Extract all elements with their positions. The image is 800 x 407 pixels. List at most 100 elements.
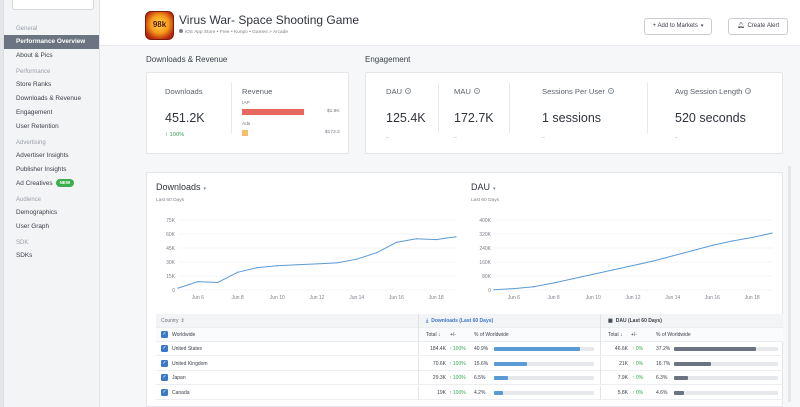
downloads-revenue-card: Downloads 451.2K ↑ 100% Revenue IAP $1.8…: [146, 72, 349, 154]
info-icon[interactable]: ?: [473, 88, 480, 94]
country-header[interactable]: Country ⇕: [161, 314, 185, 328]
y-tick-label: 0: [172, 288, 175, 294]
table-row[interactable]: ✓ United States 184.4K ↑ 100% 40.9% 46.6K ↑ 0%…: [156, 342, 783, 356]
info-icon[interactable]: ?: [745, 88, 752, 94]
divider: [600, 356, 601, 371]
x-tick-label: Jun 14: [665, 295, 680, 301]
sidebar-item-demographics[interactable]: Demographics: [16, 209, 58, 216]
row-checkbox[interactable]: ✓: [161, 359, 168, 367]
sidebar-item-publisher-insights[interactable]: Publisher Insights: [16, 166, 67, 173]
dau-column-header[interactable]: ▦ DAU (Last 60 Days): [608, 314, 662, 328]
divider: [418, 328, 419, 342]
y-tick-label: 60K: [166, 232, 176, 238]
table-row[interactable]: ✓ Japan 29.3K ↑ 100% 6.5% 7.9K ↑ 0% 6.3%: [156, 371, 783, 385]
sidebar-item-engagement[interactable]: Engagement: [16, 109, 53, 116]
sidebar-section-general: General: [16, 26, 38, 32]
sidebar-item-performance-overview[interactable]: Performance Overview: [4, 35, 99, 49]
sidebar-section-sdk: SDK: [16, 240, 29, 246]
dau-change-header[interactable]: +/-: [631, 332, 637, 338]
sidebar-item-about-pics[interactable]: About & Pics: [16, 52, 53, 59]
downloads-column-header[interactable]: ⤓ Downloads (Last 60 Days): [426, 314, 493, 328]
table-row[interactable]: ✓ United Kingdom 70.6K ↑ 100% 15.6% 21K ↑ 0% 16…: [156, 356, 783, 371]
dau-pct: 16.7%: [656, 360, 671, 367]
dl-change: ↑ 100%: [449, 375, 466, 381]
window-edge: [0, 0, 4, 407]
sidebar-search-box[interactable]: [12, 0, 94, 10]
dau-change: ↑ 0%: [632, 360, 644, 367]
row-checkbox[interactable]: ✓: [161, 345, 168, 352]
dl-pct-header[interactable]: % of Worldwide: [474, 332, 509, 338]
dl-pct: 40.9%: [474, 346, 489, 352]
dau-share-fill: [674, 347, 756, 351]
x-tick-label: Jun 16: [389, 295, 404, 301]
divider: [600, 385, 601, 400]
country-name: Canada: [172, 389, 190, 396]
x-tick-label: Jun 14: [349, 295, 364, 301]
x-tick-label: Jun 8: [231, 295, 243, 301]
data-point: [197, 281, 199, 283]
mau-label-text: MAU: [454, 87, 471, 96]
row-checkbox[interactable]: ✓: [161, 388, 168, 396]
chevron-down-icon: ▾: [700, 23, 704, 29]
avg-session-sub: –: [675, 135, 678, 141]
dau-chart-title[interactable]: DAU ▾: [471, 182, 496, 192]
data-point: [632, 264, 634, 267]
sidebar-item-store-ranks[interactable]: Store Ranks: [16, 81, 52, 88]
calendar-icon: ▦: [608, 318, 613, 324]
add-to-markets-button[interactable]: + Add to Markets ▾: [644, 18, 712, 35]
x-tick-label: Jun 12: [309, 295, 324, 301]
app-icon-text: 98k: [152, 20, 167, 29]
data-point: [533, 286, 535, 288]
new-badge: NEW: [55, 179, 75, 188]
data-point: [395, 241, 398, 243]
dau-pct: 4.6%: [656, 389, 668, 396]
dl-pct: 15.6%: [474, 360, 489, 367]
data-point: [455, 236, 457, 238]
table-header-row: Country ⇕ ⤓ Downloads (Last 60 Days) ▦ DAU …: [156, 314, 783, 328]
sidebar-section-audience: Audience: [16, 197, 42, 203]
dau-total: 7.9K: [617, 375, 628, 381]
avg-session-label-text: Avg Session Length: [675, 87, 743, 96]
worldwide-checkbox[interactable]: ✓: [161, 331, 168, 338]
data-point: [276, 265, 278, 267]
info-icon[interactable]: ?: [405, 88, 412, 94]
sidebar-item-ad-creatives[interactable]: Ad Creatives NEW: [4, 177, 99, 191]
dau-column-header-text: DAU (Last 60 Days): [615, 318, 662, 324]
sidebar-item-user-retention[interactable]: User Retention: [16, 123, 59, 130]
scrollbar[interactable]: [788, 166, 791, 402]
dau-pct-header[interactable]: % of Worldwide: [656, 332, 691, 338]
dl-change-header[interactable]: +/-: [450, 332, 456, 338]
country-header-text: Country: [161, 318, 179, 324]
info-icon[interactable]: ?: [607, 88, 614, 94]
sidebar-item-advertiser-insights[interactable]: Advertiser Insights: [16, 152, 69, 159]
divider: [600, 371, 601, 385]
divider: [418, 356, 419, 371]
app-header: 98k Virus War- Space Shooting Game iOS A…: [100, 0, 800, 46]
chevron-down-icon: ▾: [493, 186, 496, 192]
divider: [231, 83, 232, 133]
y-tick-label: 160K: [479, 260, 491, 266]
ads-bar: [242, 130, 248, 136]
dau-total-header[interactable]: Total ↓: [608, 332, 623, 338]
data-point: [493, 289, 495, 291]
sidebar-item-downloads-revenue[interactable]: Downloads & Revenue: [16, 95, 82, 102]
iap-label: IAP: [242, 101, 250, 106]
downloads-label: Downloads: [165, 87, 203, 96]
sidebar: General Performance Overview About & Pic…: [4, 0, 100, 407]
data-point: [356, 258, 358, 260]
downloads-value: 451.2K: [165, 111, 205, 125]
create-alert-button[interactable]: 🔔︎ Create Alert: [728, 18, 788, 35]
dl-pct: 4.2%: [474, 389, 486, 396]
series-line: [177, 236, 457, 289]
create-alert-label: Create Alert: [747, 23, 780, 29]
row-checkbox[interactable]: ✓: [161, 374, 168, 381]
sidebar-item-sdks[interactable]: SDKs: [16, 252, 33, 259]
divider: [509, 83, 510, 133]
divider: [418, 342, 419, 356]
iap-value: $1.8K: [327, 109, 340, 114]
data-point: [217, 281, 219, 284]
table-row[interactable]: ✓ Canada 19K ↑ 100% 4.2% 5.8K ↑ 0% 4.6%: [156, 385, 783, 400]
dl-total-header[interactable]: Total ↓: [426, 332, 441, 338]
downloads-chart-title[interactable]: Downloads ▾: [156, 182, 206, 192]
sidebar-item-user-graph[interactable]: User Graph: [16, 223, 50, 230]
